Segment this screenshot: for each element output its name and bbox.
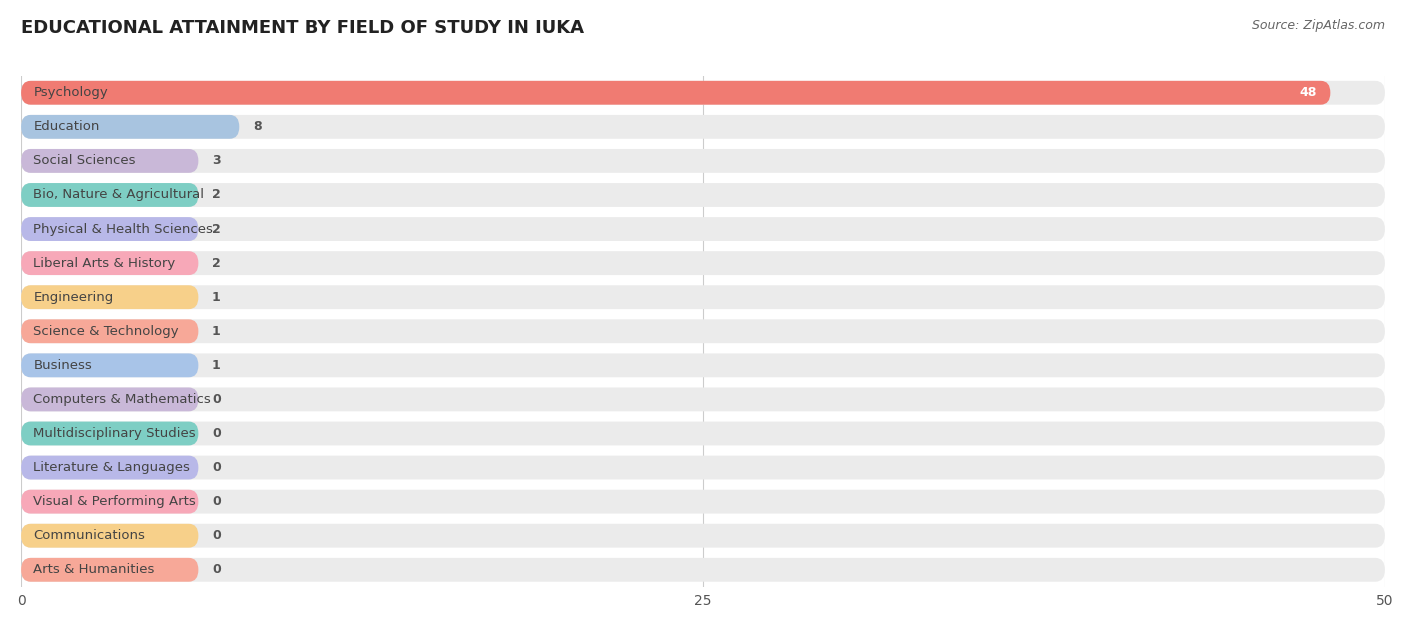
Text: 2: 2 (212, 257, 221, 269)
FancyBboxPatch shape (21, 456, 1385, 480)
Text: 48: 48 (1299, 86, 1317, 99)
Text: 0: 0 (212, 529, 221, 542)
FancyBboxPatch shape (21, 149, 198, 173)
Text: 0: 0 (212, 427, 221, 440)
FancyBboxPatch shape (21, 183, 198, 207)
Text: Business: Business (34, 359, 93, 372)
Text: 0: 0 (212, 393, 221, 406)
FancyBboxPatch shape (21, 353, 1385, 377)
FancyBboxPatch shape (21, 319, 1385, 343)
FancyBboxPatch shape (21, 387, 1385, 411)
Text: Multidisciplinary Studies: Multidisciplinary Studies (34, 427, 195, 440)
Text: Physical & Health Sciences: Physical & Health Sciences (34, 223, 214, 235)
Text: 0: 0 (212, 563, 221, 576)
FancyBboxPatch shape (21, 456, 198, 480)
Text: 1: 1 (212, 359, 221, 372)
Text: EDUCATIONAL ATTAINMENT BY FIELD OF STUDY IN IUKA: EDUCATIONAL ATTAINMENT BY FIELD OF STUDY… (21, 19, 583, 37)
Text: Visual & Performing Arts: Visual & Performing Arts (34, 495, 195, 508)
Text: Education: Education (34, 121, 100, 133)
FancyBboxPatch shape (21, 387, 198, 411)
FancyBboxPatch shape (21, 558, 1385, 582)
FancyBboxPatch shape (21, 149, 1385, 173)
Text: Science & Technology: Science & Technology (34, 325, 179, 338)
FancyBboxPatch shape (21, 490, 1385, 514)
FancyBboxPatch shape (21, 115, 1385, 139)
FancyBboxPatch shape (21, 422, 1385, 445)
FancyBboxPatch shape (21, 285, 1385, 309)
FancyBboxPatch shape (21, 217, 1385, 241)
Text: 1: 1 (212, 291, 221, 304)
FancyBboxPatch shape (21, 251, 198, 275)
FancyBboxPatch shape (21, 558, 198, 582)
FancyBboxPatch shape (21, 422, 198, 445)
Text: Source: ZipAtlas.com: Source: ZipAtlas.com (1251, 19, 1385, 32)
FancyBboxPatch shape (21, 353, 198, 377)
Text: Engineering: Engineering (34, 291, 114, 304)
FancyBboxPatch shape (21, 81, 1330, 105)
FancyBboxPatch shape (21, 183, 1385, 207)
Text: 3: 3 (212, 155, 221, 167)
Text: Liberal Arts & History: Liberal Arts & History (34, 257, 176, 269)
FancyBboxPatch shape (21, 115, 239, 139)
Text: 0: 0 (212, 495, 221, 508)
Text: Psychology: Psychology (34, 86, 108, 99)
Text: Communications: Communications (34, 529, 145, 542)
Text: Bio, Nature & Agricultural: Bio, Nature & Agricultural (34, 189, 204, 201)
Text: 8: 8 (253, 121, 262, 133)
FancyBboxPatch shape (21, 524, 1385, 548)
FancyBboxPatch shape (21, 81, 1385, 105)
Text: Social Sciences: Social Sciences (34, 155, 136, 167)
Text: 2: 2 (212, 189, 221, 201)
Text: 2: 2 (212, 223, 221, 235)
FancyBboxPatch shape (21, 251, 1385, 275)
FancyBboxPatch shape (21, 524, 198, 548)
Text: 1: 1 (212, 325, 221, 338)
FancyBboxPatch shape (21, 319, 198, 343)
Text: 0: 0 (212, 461, 221, 474)
Text: Literature & Languages: Literature & Languages (34, 461, 190, 474)
FancyBboxPatch shape (21, 217, 198, 241)
FancyBboxPatch shape (21, 490, 198, 514)
FancyBboxPatch shape (21, 285, 198, 309)
Text: Computers & Mathematics: Computers & Mathematics (34, 393, 211, 406)
Text: Arts & Humanities: Arts & Humanities (34, 563, 155, 576)
